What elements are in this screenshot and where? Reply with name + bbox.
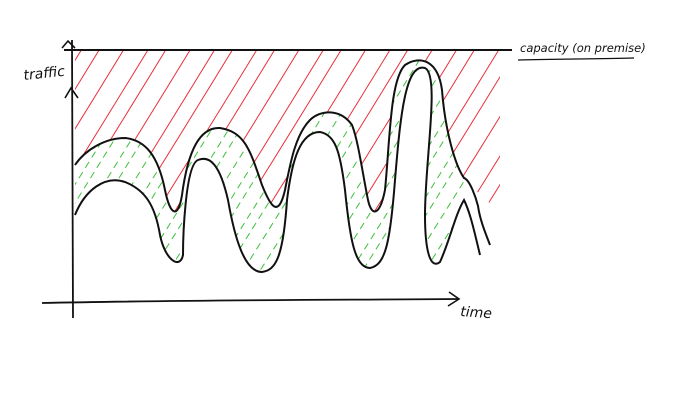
- hatch-stroke: [75, 50, 155, 212]
- hatch-stroke: [167, 50, 355, 212]
- hatch-stroke: [0, 0, 63, 300]
- y-axis-line: [71, 39, 74, 319]
- y-axis-label: traffic: [23, 64, 66, 84]
- hatch-stroke: [75, 50, 113, 212]
- hatch-stroke: [209, 50, 397, 212]
- hatch-stroke: [252, 60, 440, 273]
- hatch-stroke: [185, 50, 373, 212]
- hatch-stroke: [76, 50, 264, 212]
- capacity-label-underline: [517, 57, 635, 61]
- x-axis-arrow-icon: [447, 291, 461, 307]
- capacity-arrow-icon: [61, 39, 76, 49]
- hatch-stroke: [75, 60, 98, 273]
- hatch-stroke: [133, 60, 320, 273]
- hatch-stroke: [104, 60, 292, 273]
- hatch-stroke: [0, 0, 64, 300]
- hatch-stroke: [384, 50, 500, 212]
- hatch-stroke: [118, 50, 306, 212]
- hatch-stroke: [318, 50, 500, 212]
- traffic-curve-lower: [74, 66, 481, 274]
- hatch-stroke: [298, 60, 464, 273]
- capacity-label: capacity (on premise): [520, 41, 646, 55]
- hatch-stroke: [207, 60, 394, 273]
- hatch-stroke: [75, 60, 127, 273]
- hatch-stroke: [315, 60, 464, 273]
- hatch-stroke: [100, 50, 288, 212]
- hatch-stroke: [360, 50, 500, 212]
- hatch-stroke: [75, 60, 201, 273]
- hatch-stroke: [300, 50, 488, 212]
- traffic-curve-upper: [74, 59, 491, 246]
- hatch-stroke: [76, 60, 263, 273]
- hatch-stroke: [75, 60, 229, 273]
- x-axis-line: [41, 298, 459, 304]
- hatch-stroke: [241, 60, 428, 273]
- hatch-stroke: [75, 60, 155, 273]
- hatch-stroke: [87, 60, 275, 273]
- hatch-stroke: [167, 60, 354, 273]
- hatch-stroke: [195, 60, 383, 273]
- hatch-stroke: [75, 60, 218, 273]
- hatch-stroke: [276, 50, 464, 212]
- y-axis-arrow-icon: [64, 86, 79, 99]
- hatch-stroke: [75, 60, 81, 273]
- hatch-stroke: [286, 60, 464, 273]
- hatch-stroke: [75, 60, 110, 273]
- hatch-stroke: [75, 50, 88, 212]
- hatch-stroke: [75, 50, 246, 212]
- hatch-stroke: [75, 60, 189, 273]
- x-axis-label: time: [460, 304, 493, 322]
- hatch-stroke: [332, 60, 464, 273]
- hatch-stroke: [343, 60, 464, 273]
- hatch-stroke: [75, 50, 179, 212]
